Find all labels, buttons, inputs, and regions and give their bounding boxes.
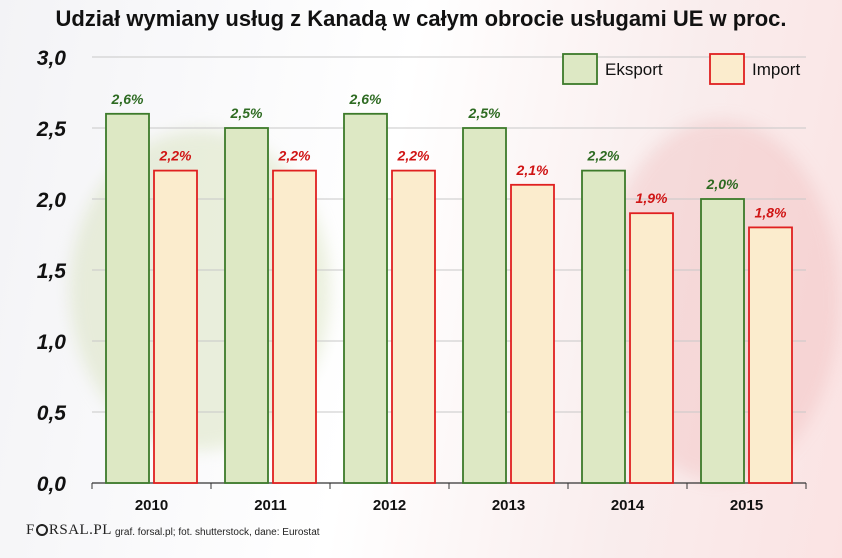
logo-circle-icon [35,524,48,536]
y-tick-label: 1,0 [37,331,67,354]
import-data-label: 2,2% [278,148,311,164]
import-data-label: 1,9% [636,190,668,206]
export-data-label: 2,5% [230,105,263,121]
export-data-label: 2,6% [349,91,382,107]
chart-title: Udział wymiany usług z Kanadą w całym ob… [55,6,787,31]
import-bar [153,169,198,484]
source-credit: graf. forsal.pl; fot. shutterstock, dane… [115,527,320,538]
legend-label-export: Eksport [605,60,663,79]
export-data-label: 2,0% [706,176,739,192]
export-bar [224,127,269,484]
y-tick-label: 3,0 [37,47,67,70]
export-bar [105,112,150,484]
export-bar [343,112,388,484]
x-tick-label: 2015 [730,497,763,514]
import-bar [391,169,436,484]
import-bar [629,212,674,484]
y-tick-label: 2,0 [36,189,67,212]
import-data-label: 2,2% [159,148,192,164]
logo-text-end: RSAL.PL [48,522,112,538]
x-tick-label: 2010 [135,497,168,514]
legend-label-import: Import [752,60,800,79]
x-tick-label: 2011 [254,497,287,514]
import-data-label: 1,8% [755,204,787,220]
export-data-label: 2,2% [587,148,620,164]
import-bar [510,183,555,484]
export-data-label: 2,6% [111,91,144,107]
import-bar [748,226,793,484]
export-bar [462,127,507,484]
x-tick-label: 2013 [492,497,525,514]
legend-swatch-export [562,53,598,85]
legend-swatch-import [709,53,745,85]
y-tick-label: 0,5 [37,402,67,425]
import-bar [272,169,317,484]
y-tick-label: 0,0 [37,473,67,496]
y-tick-label: 1,5 [37,260,67,283]
y-tick-label: 2,5 [36,118,67,141]
x-tick-label: 2012 [373,497,406,514]
import-data-label: 2,1% [516,162,549,178]
export-data-label: 2,5% [468,105,501,121]
export-bar [581,169,626,484]
logo-text-start: F [26,522,35,538]
import-data-label: 2,2% [397,148,430,164]
export-bar [700,198,745,484]
forsal-logo: F RSAL.PL [26,522,112,539]
x-tick-label: 2014 [611,497,645,514]
